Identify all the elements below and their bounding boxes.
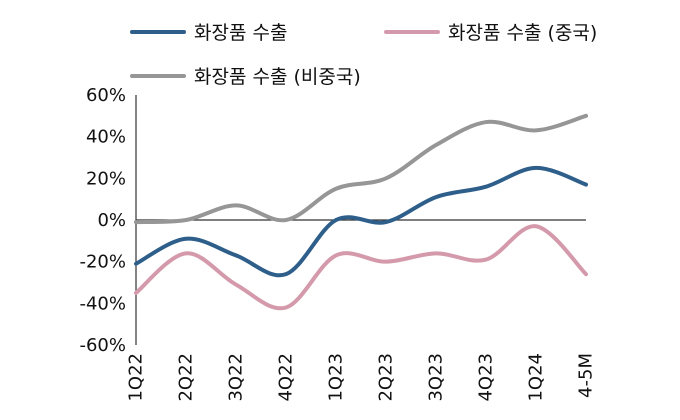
legend-swatch-china bbox=[384, 29, 440, 34]
legend-item-total: 화장품 수출 bbox=[130, 18, 287, 45]
x-tick-label: 3Q22 bbox=[226, 353, 247, 402]
y-tick-label: -40% bbox=[79, 293, 126, 314]
legend-item-non-china: 화장품 수출 (비중국) bbox=[130, 62, 361, 89]
y-tick-label: 20% bbox=[86, 168, 126, 189]
y-tick-label: -20% bbox=[79, 252, 126, 273]
x-tick-label: 3Q23 bbox=[426, 353, 447, 402]
series-line-china bbox=[134, 224, 588, 311]
legend-item-china: 화장품 수출 (중국) bbox=[384, 18, 597, 45]
x-tick-label: 2Q23 bbox=[376, 353, 397, 402]
legend-label-non-china: 화장품 수출 (비중국) bbox=[194, 66, 361, 88]
legend-label-china: 화장품 수출 (중국) bbox=[448, 22, 598, 44]
y-tick-label: -60% bbox=[79, 335, 126, 356]
series-line-non-china bbox=[134, 113, 588, 225]
y-tick-label: 40% bbox=[86, 127, 126, 148]
x-tick-label: 4Q22 bbox=[276, 353, 297, 402]
x-tick-label: 2Q22 bbox=[176, 353, 197, 402]
y-tick-labels: -60% -40% -20% 0% 20% 40% 60% bbox=[79, 85, 126, 356]
legend-swatch-total bbox=[130, 29, 186, 34]
x-tick-label: 1Q24 bbox=[526, 353, 547, 402]
y-tick-label: 60% bbox=[86, 85, 126, 106]
series-lines bbox=[134, 113, 588, 311]
x-tick-label: 4Q23 bbox=[476, 353, 497, 402]
x-tick-label: 1Q22 bbox=[126, 353, 147, 402]
legend-label-total: 화장품 수출 bbox=[194, 22, 288, 44]
x-tick-labels: 1Q22 2Q22 3Q22 4Q22 1Q23 2Q23 3Q23 4Q23 1Q24 4-5M bbox=[126, 353, 597, 402]
x-tick-label: 1Q23 bbox=[326, 353, 347, 402]
y-tick-label: 0% bbox=[97, 210, 126, 231]
x-tick-label: 4-5M bbox=[576, 353, 597, 398]
series-line-total bbox=[134, 165, 588, 278]
legend-swatch-non-china bbox=[130, 73, 186, 78]
